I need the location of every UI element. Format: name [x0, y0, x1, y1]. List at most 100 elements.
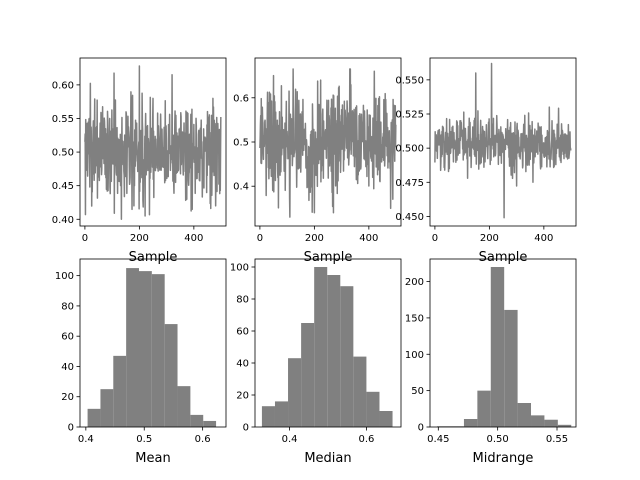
- histogram-bar: [190, 414, 204, 427]
- y-tick-label: 0.475: [395, 178, 424, 189]
- histogram-bar: [301, 323, 315, 427]
- x-tick-label: 0: [257, 233, 263, 244]
- y-tick-label: 0.50: [52, 148, 74, 159]
- y-tick-label: 0.500: [395, 144, 424, 155]
- y-tick-label: 60: [236, 327, 249, 338]
- y-tick-label: 40: [61, 362, 74, 373]
- y-tick-label: 0.45: [52, 181, 74, 192]
- line-series: [259, 68, 397, 218]
- subplot-top-middle: 0 200 400 0.4 0.5 0.6 Sample: [233, 57, 402, 265]
- tick-marks: 0 200 400 0.4 0.5 0.6: [233, 93, 378, 244]
- x-axis-label: Mean: [135, 451, 170, 466]
- axes-frame: [254, 57, 402, 227]
- y-tick-label: 0.55: [52, 114, 74, 125]
- histogram-bar: [288, 358, 302, 427]
- histogram-bar: [151, 274, 165, 427]
- x-tick-label: 0: [432, 233, 438, 244]
- tick-marks: 0.4 0.6 0 20 40 60 80 100: [230, 263, 374, 446]
- axes-frame: [79, 57, 227, 227]
- histogram-bar: [203, 420, 217, 427]
- histogram-bar: [87, 408, 101, 427]
- x-axis-label: Median: [304, 451, 351, 466]
- y-tick-label: 0.450: [395, 212, 424, 223]
- histogram-bar: [504, 309, 518, 427]
- histogram-bar: [490, 267, 505, 427]
- x-tick-label: 400: [534, 233, 553, 244]
- x-tick-label: 400: [359, 233, 378, 244]
- y-tick-label: 50: [411, 386, 424, 397]
- series-marks: [434, 62, 572, 219]
- histogram-bar: [353, 356, 367, 427]
- x-tick-label: 200: [305, 233, 324, 244]
- y-tick-label: 20: [236, 391, 249, 402]
- histogram-bar: [340, 286, 354, 427]
- histogram-bar: [261, 406, 275, 427]
- x-tick-label: 0.45: [427, 434, 449, 445]
- y-tick-label: 0.4: [233, 182, 249, 193]
- y-tick-label: 0: [68, 423, 74, 434]
- y-tick-label: 0.550: [395, 75, 424, 86]
- y-tick-label: 80: [61, 301, 74, 312]
- series-marks: [84, 65, 222, 221]
- histogram-bar: [557, 424, 572, 427]
- histogram-bar: [477, 390, 491, 427]
- x-tick-label: 0.6: [358, 434, 374, 445]
- y-tick-label: 200: [405, 277, 424, 288]
- axes-frame: [254, 258, 402, 428]
- y-tick-label: 20: [61, 392, 74, 403]
- x-tick-label: 400: [184, 233, 203, 244]
- histogram-bar: [517, 403, 532, 427]
- histogram-bar: [274, 401, 289, 427]
- line-series: [434, 62, 572, 219]
- x-tick-label: 200: [130, 233, 149, 244]
- subplot-top-left: 0 200 400 0.40 0.45 0.50 0.55 0.60 Sample: [52, 57, 227, 265]
- x-axis-label: Sample: [129, 250, 178, 265]
- x-tick-label: 0.50: [487, 434, 509, 445]
- histogram-bar: [100, 389, 114, 427]
- tick-marks: 0 200 400 0.40 0.45 0.50 0.55 0.60: [52, 80, 204, 244]
- y-tick-label: 0: [418, 423, 424, 434]
- histogram-bar: [113, 355, 127, 427]
- line-series: [84, 65, 222, 221]
- x-tick-label: 0.4: [78, 434, 94, 445]
- series-marks: [259, 68, 397, 218]
- y-tick-label: 60: [61, 332, 74, 343]
- y-tick-label: 150: [405, 313, 424, 324]
- subplot-bottom-right: 0.45 0.50 0.55 0 50 100 150 200 Midrange: [405, 258, 577, 466]
- y-tick-label: 40: [236, 359, 249, 370]
- histogram-bar: [164, 324, 178, 427]
- histogram-bar: [314, 267, 328, 427]
- y-tick-label: 0.6: [233, 93, 249, 104]
- histogram-bars: [87, 268, 217, 427]
- subplot-bottom-middle: 0.4 0.6 0 20 40 60 80 100 Median: [230, 258, 402, 466]
- histogram-bar: [366, 391, 380, 427]
- x-axis-label: Sample: [479, 250, 528, 265]
- tick-marks: 0.4 0.5 0.6 0 20 40 60 80 100: [55, 271, 211, 445]
- x-tick-label: 0.5: [136, 434, 152, 445]
- histogram-bar: [327, 275, 341, 427]
- x-axis-label: Sample: [304, 250, 353, 265]
- y-tick-label: 100: [55, 271, 74, 282]
- axes-frame: [429, 258, 577, 428]
- tick-marks: 0.45 0.50 0.55 0 50 100 150 200: [405, 277, 568, 445]
- y-tick-label: 0: [243, 423, 249, 434]
- x-tick-label: 0.4: [282, 434, 298, 445]
- y-tick-label: 0.525: [395, 110, 424, 121]
- x-tick-label: 0: [82, 233, 88, 244]
- histogram-bar: [531, 415, 545, 427]
- y-tick-label: 100: [230, 263, 249, 274]
- x-axis-label: Midrange: [473, 451, 534, 466]
- axes-frame: [79, 258, 227, 428]
- histogram-bar: [379, 411, 393, 427]
- histogram-bars: [261, 267, 393, 427]
- y-tick-label: 80: [236, 295, 249, 306]
- subplot-top-right: 0 200 400 0.450 0.475 0.500 0.525 0.550 Sample: [395, 57, 577, 265]
- axes-frame: [429, 57, 577, 227]
- x-tick-label: 0.55: [546, 434, 568, 445]
- histogram-bar: [177, 386, 191, 427]
- y-tick-label: 100: [405, 350, 424, 361]
- histogram-bar: [463, 419, 478, 427]
- y-tick-label: 0.40: [52, 215, 74, 226]
- histogram-bar: [126, 268, 139, 427]
